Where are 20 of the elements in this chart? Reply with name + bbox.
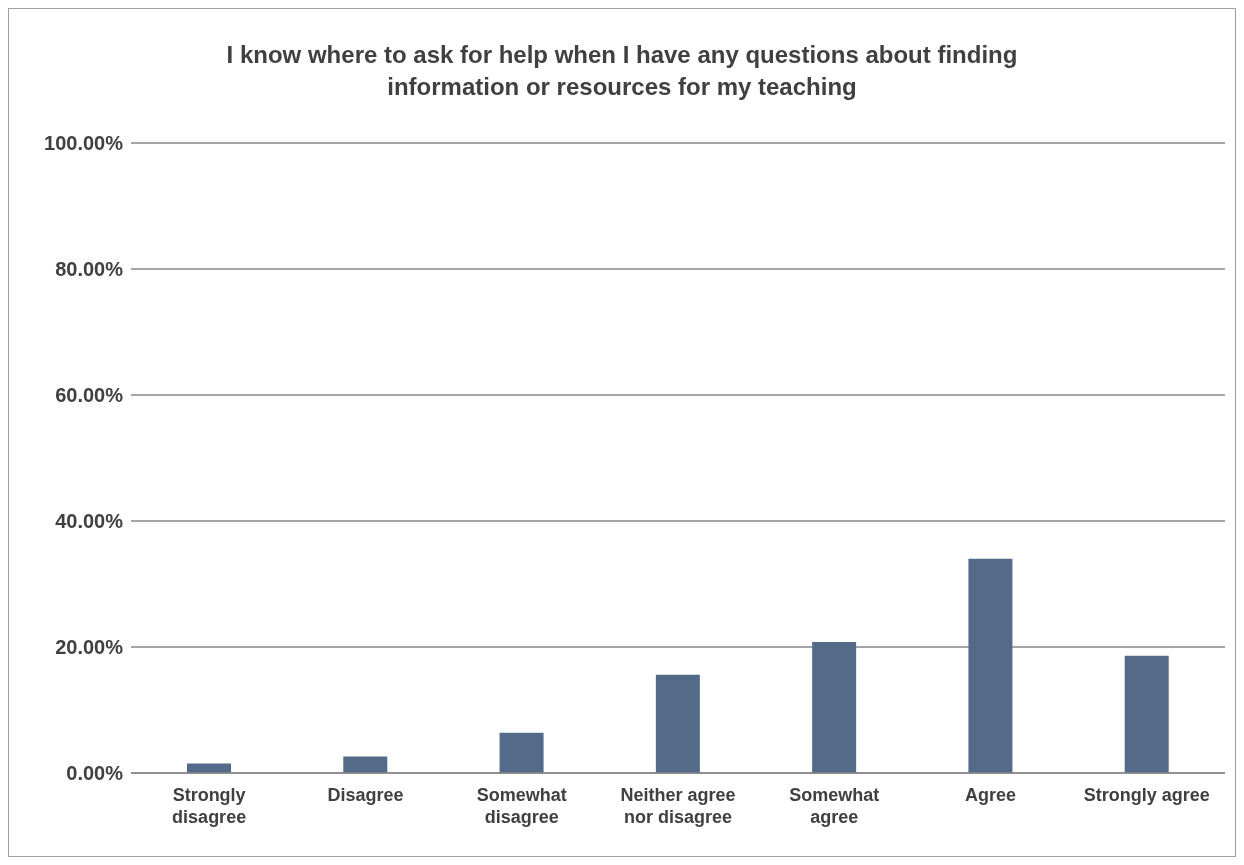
x-tick-label: Somewhat agree	[789, 785, 880, 827]
y-tick-label: 60.00%	[55, 384, 124, 407]
x-tick-label: Strongly agree	[1083, 785, 1210, 805]
bar	[812, 641, 857, 773]
y-tick-label: 20.00%	[55, 636, 124, 659]
y-tick-label: 0.00%	[66, 762, 124, 785]
y-tick-label: 100.00%	[44, 132, 124, 155]
x-tick-label: Disagree	[327, 785, 404, 805]
bar	[968, 558, 1013, 773]
x-tick-label: Somewhat disagree	[476, 785, 567, 827]
bar	[343, 756, 388, 773]
bar	[655, 674, 700, 773]
chart-title: I know where to ask for help when I have any questions about finding information or resources for my teaching	[225, 40, 1019, 102]
y-tick-label: 40.00%	[55, 510, 124, 533]
bar	[1124, 655, 1169, 773]
bar	[499, 732, 544, 773]
x-tick-label: Neither agree nor disagree	[620, 785, 736, 827]
y-tick-label: 80.00%	[55, 258, 124, 281]
x-tick-label: Strongly disagree	[172, 785, 247, 827]
x-tick-label: Agree	[965, 785, 1017, 805]
